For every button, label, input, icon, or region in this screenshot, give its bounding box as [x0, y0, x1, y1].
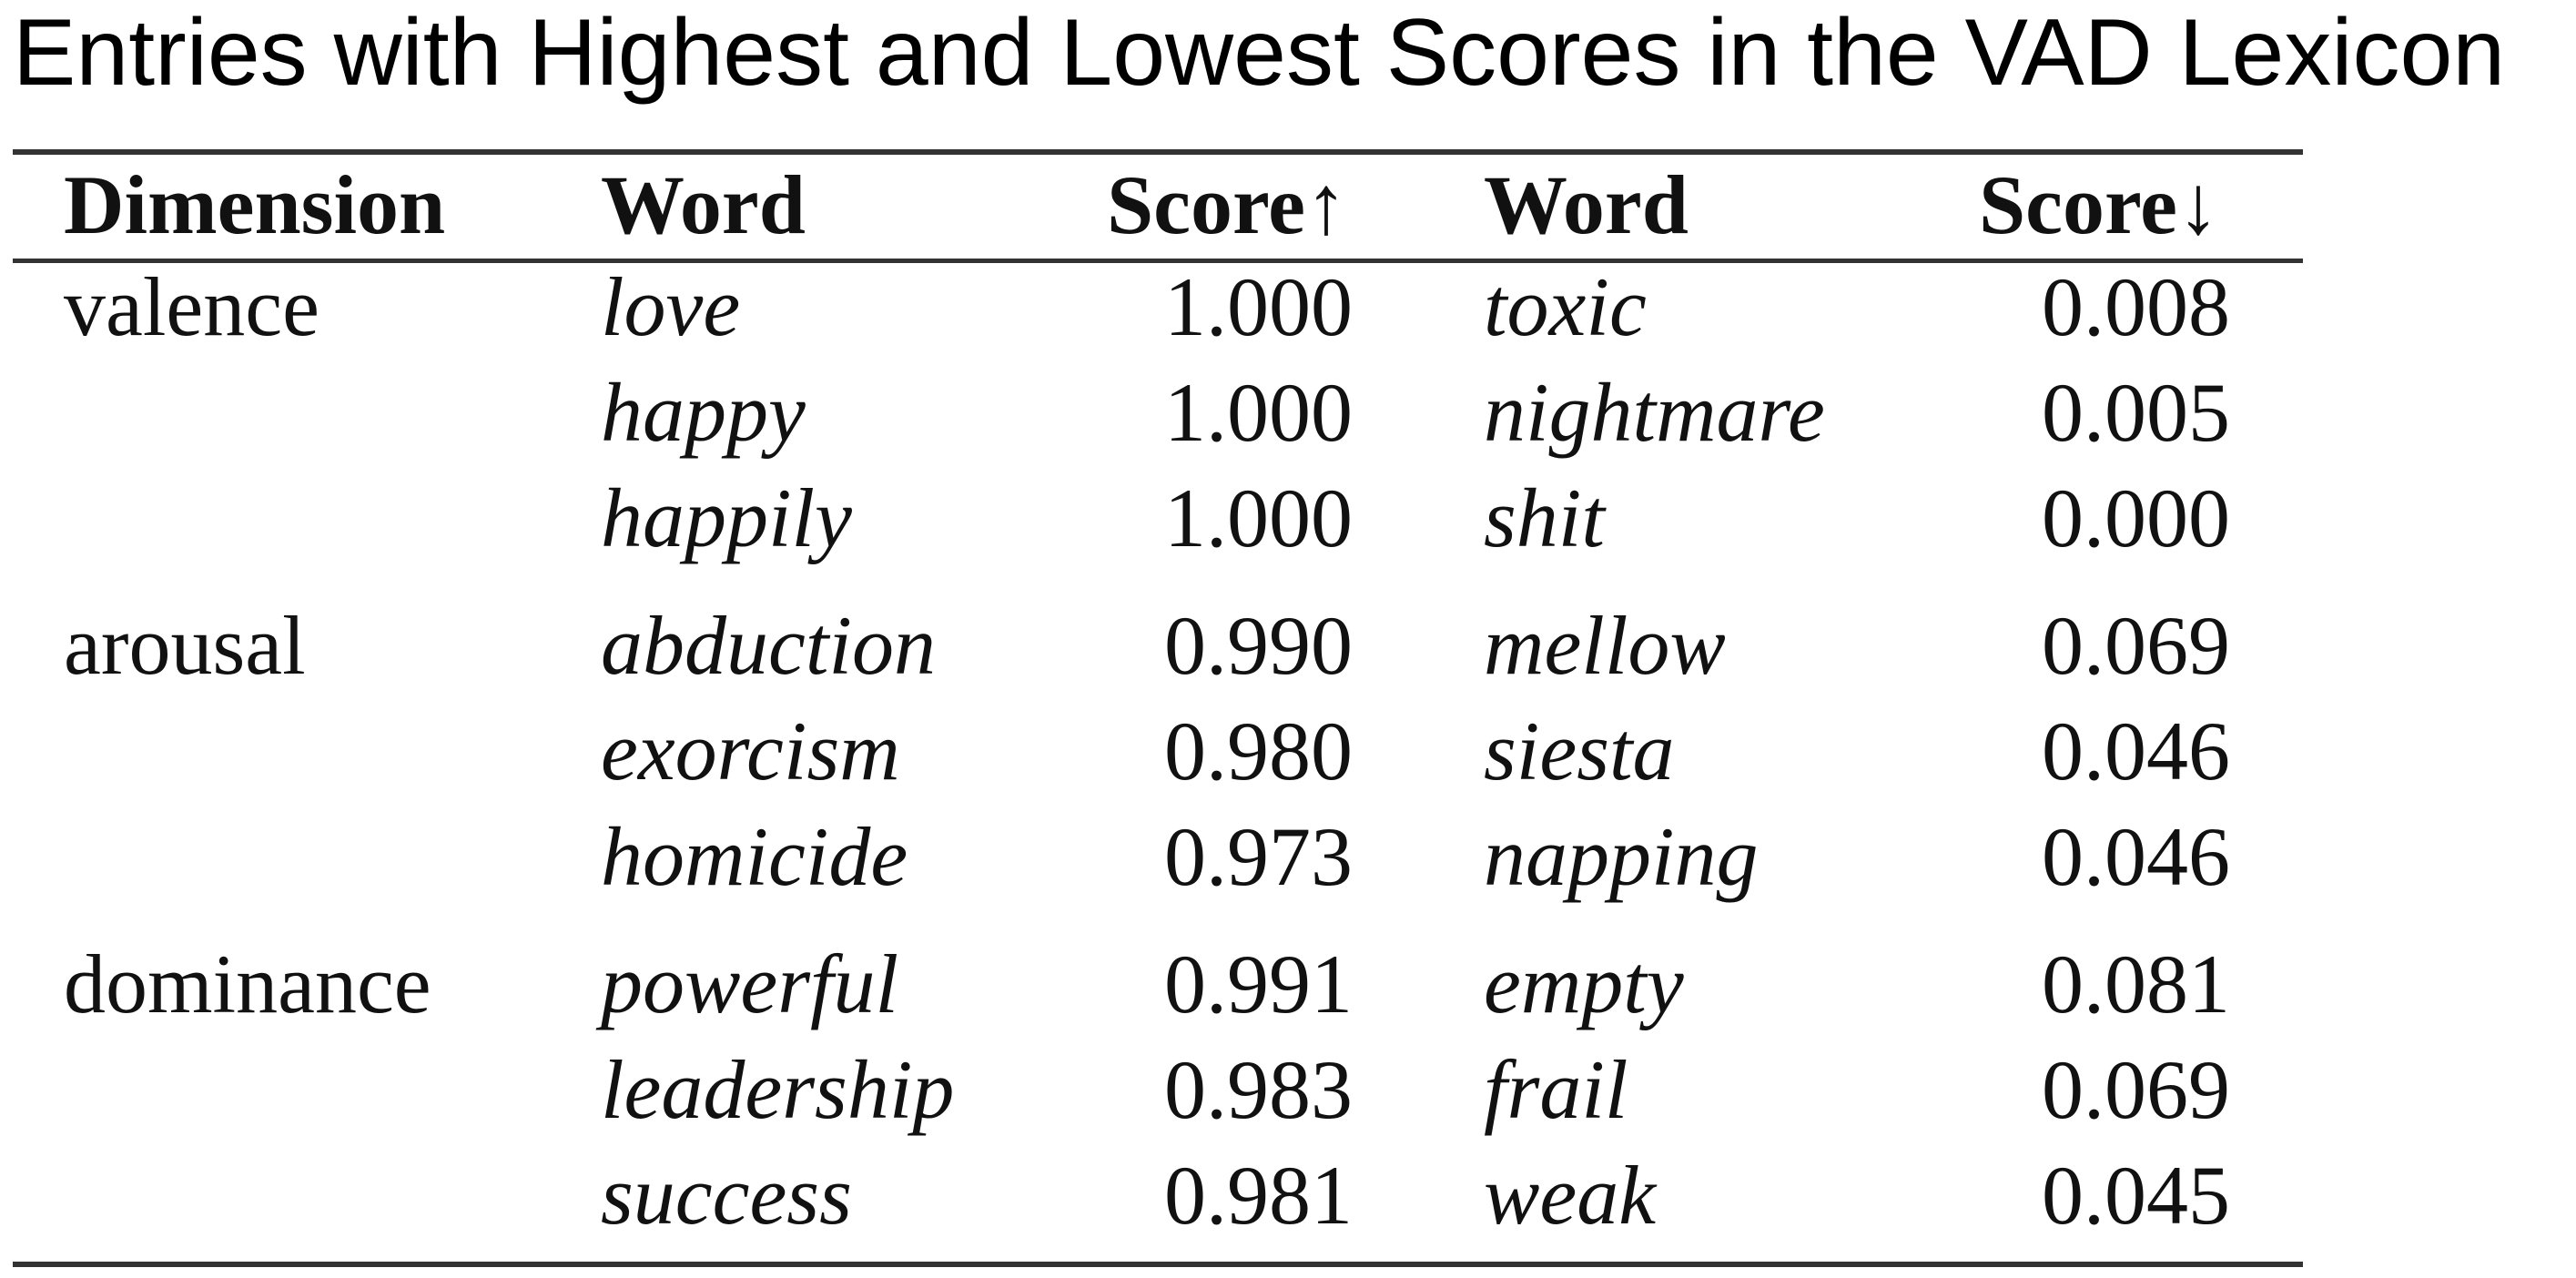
cell-low-score: 0.081: [2042, 938, 2230, 1030]
cell-high-word: happy: [601, 366, 806, 459]
header-word-high: Word: [601, 158, 806, 251]
cell-high-word: abduction: [601, 599, 936, 692]
cell-high-score: 0.983: [1164, 1043, 1353, 1136]
cell-high-score: 1.000: [1164, 366, 1353, 459]
cell-high-word: homicide: [601, 810, 908, 903]
cell-low-word: napping: [1484, 810, 1759, 903]
top-rule: [13, 149, 2303, 155]
cell-low-score: 0.008: [2042, 260, 2230, 353]
cell-high-word: love: [601, 260, 741, 353]
cell-high-word: exorcism: [601, 705, 900, 797]
cell-dimension: valence: [64, 260, 319, 353]
cell-low-score: 0.046: [2042, 705, 2230, 797]
cell-low-score: 0.045: [2042, 1149, 2230, 1242]
table-title: Entries with Highest and Lowest Scores i…: [13, 0, 2506, 106]
cell-high-score: 0.980: [1164, 705, 1353, 797]
cell-high-word: powerful: [601, 938, 899, 1030]
cell-low-score: 0.069: [2042, 599, 2230, 692]
cell-high-score: 1.000: [1164, 472, 1353, 564]
header-dimension: Dimension: [64, 158, 446, 251]
cell-low-score: 0.069: [2042, 1043, 2230, 1136]
header-word-low: Word: [1484, 158, 1689, 251]
cell-low-score: 0.000: [2042, 472, 2230, 564]
cell-high-score: 0.990: [1164, 599, 1353, 692]
cell-low-word: mellow: [1484, 599, 1726, 692]
cell-high-score: 0.973: [1164, 810, 1353, 903]
cell-low-word: toxic: [1484, 260, 1647, 353]
cell-high-score: 1.000: [1164, 260, 1353, 353]
cell-low-word: siesta: [1484, 705, 1675, 797]
header-score-low: Score↓: [1979, 158, 2220, 251]
cell-high-score: 0.991: [1164, 938, 1353, 1030]
cell-dimension: dominance: [64, 938, 431, 1030]
cell-low-word: weak: [1484, 1149, 1657, 1242]
header-rule: [13, 259, 2303, 263]
cell-low-score: 0.005: [2042, 366, 2230, 459]
cell-high-word: success: [601, 1149, 852, 1242]
cell-low-word: frail: [1484, 1043, 1628, 1136]
cell-low-score: 0.046: [2042, 810, 2230, 903]
cell-high-word: leadership: [601, 1043, 955, 1136]
cell-low-word: shit: [1484, 472, 1605, 564]
cell-high-word: happily: [601, 472, 852, 564]
cell-dimension: arousal: [64, 599, 306, 692]
cell-high-score: 0.981: [1164, 1149, 1353, 1242]
bottom-rule: [13, 1262, 2303, 1267]
cell-low-word: nightmare: [1484, 366, 1825, 459]
header-score-high: Score↑: [1107, 158, 1348, 251]
cell-low-word: empty: [1484, 938, 1684, 1030]
